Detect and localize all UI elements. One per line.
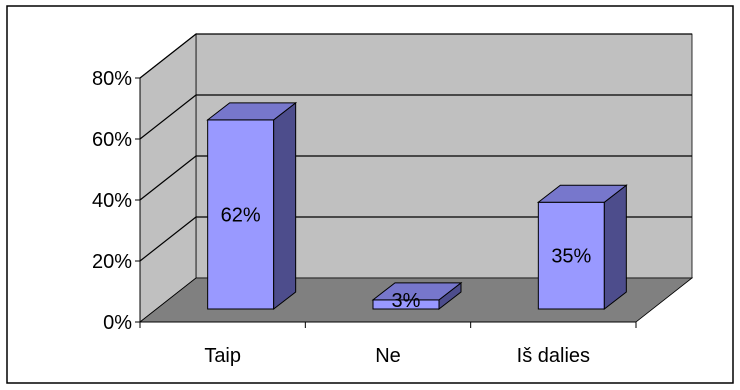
gridline <box>139 155 692 201</box>
data-labels: 62% 3% 35% <box>221 204 592 312</box>
y-tick-labels: 0% 20% 40% 60% 80% <box>92 68 132 334</box>
bar-top <box>371 282 463 301</box>
gridline <box>139 33 692 79</box>
x-tick-label: Taip <box>204 345 241 367</box>
bar-side <box>603 184 627 311</box>
bar-top <box>536 184 628 203</box>
bar-top <box>206 102 298 121</box>
y-tick-label: 80% <box>92 68 132 90</box>
x-tick-label: Iš dalies <box>517 345 590 367</box>
gridlines <box>139 33 692 262</box>
x-tick-labels: Taip Ne Iš dalies <box>204 345 590 367</box>
x-tick-label: Ne <box>375 345 401 367</box>
data-label: 35% <box>551 246 591 268</box>
data-label: 3% <box>392 290 421 312</box>
axes <box>135 77 637 328</box>
y-tick-label: 40% <box>92 190 132 212</box>
gridline <box>139 94 692 140</box>
data-label: 62% <box>221 204 261 226</box>
y-tick-label: 60% <box>92 129 132 151</box>
y-tick-label: 0% <box>103 312 132 334</box>
bar-side <box>273 101 297 311</box>
y-tick-label: 20% <box>92 251 132 273</box>
gridline <box>139 216 692 262</box>
bars <box>206 101 628 311</box>
